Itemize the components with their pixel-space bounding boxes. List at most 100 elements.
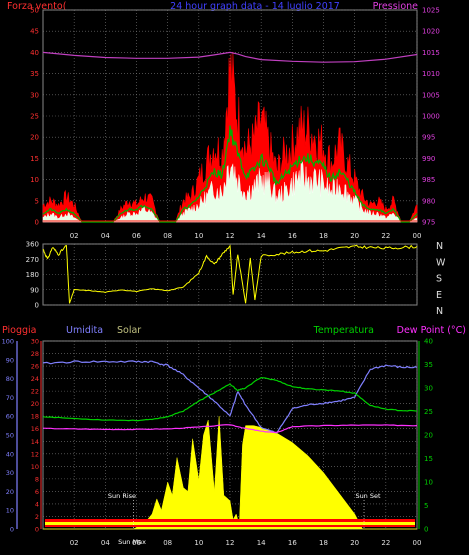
temp-x-tick: 04 [101, 539, 110, 547]
humidity-left-tick: 90 [6, 356, 14, 364]
pressure-right-tick: 1025 [422, 7, 440, 15]
dew-point-label: Dew Point (°C) [397, 325, 466, 336]
rain-band-inner [45, 522, 415, 525]
temp-right-tick: 35 [424, 361, 433, 369]
rain-mid-tick: 24 [31, 375, 39, 383]
wind-x-tick: 12 [226, 232, 235, 240]
humidity-left-tick: 10 [6, 507, 14, 515]
temp-x-tick: 22 [381, 539, 390, 547]
humidity-left-tick: 30 [6, 469, 14, 477]
wind-x-tick: 20 [350, 232, 359, 240]
wind-left-tick: 20 [30, 134, 39, 142]
humidity-left-tick: 20 [6, 488, 14, 496]
sun-max-label: Sun Max [118, 538, 146, 546]
temp-x-tick: 00 [413, 539, 422, 547]
direction-line [42, 244, 418, 304]
humidity-left-tick: 40 [6, 450, 14, 458]
wind-left-tick: 5 [35, 197, 39, 205]
pressure-right-tick: 990 [422, 155, 435, 163]
pressure-right-tick: 980 [422, 197, 435, 205]
wind-x-tick: 10 [194, 232, 203, 240]
dir-compass-label: E [436, 290, 442, 301]
temp-right-tick: 10 [424, 479, 433, 487]
dew-point-line [42, 424, 418, 433]
temp-x-tick: 18 [319, 539, 328, 547]
temperature-line [42, 376, 418, 422]
wind-left-tick: 35 [30, 70, 39, 78]
temp-x-tick: 02 [70, 539, 79, 547]
dir-compass-label: N [436, 241, 443, 252]
wind-left-tick: 45 [30, 28, 39, 36]
temp-right-tick: 25 [424, 408, 433, 416]
wind-x-tick: 00 [413, 232, 422, 240]
temp-right-tick: 40 [424, 338, 433, 346]
sun-rise-label: Sun Rise [108, 492, 136, 500]
right-axis-title: Pressione [373, 1, 418, 12]
chart-title: 24 hour graph data - 14 luglio 2017 [170, 1, 340, 12]
temp-right-tick: 5 [424, 502, 428, 510]
temp-x-tick: 10 [194, 539, 203, 547]
data-layer [42, 51, 418, 530]
humidity-left-tick: 80 [6, 375, 14, 383]
wind-left-tick: 30 [30, 91, 39, 99]
tick-layer: 0510152025303540455097598098599099510001… [2, 7, 446, 548]
temp-right-tick: 20 [424, 432, 433, 440]
rain-mid-tick: 12 [31, 450, 39, 458]
humidity-left-tick: 50 [6, 432, 14, 440]
humidity-left-tick: 100 [2, 338, 14, 346]
wind-x-tick: 18 [319, 232, 328, 240]
dir-left-tick: 180 [26, 271, 39, 279]
temp-x-tick: 08 [163, 539, 172, 547]
wind-x-tick: 02 [70, 232, 79, 240]
pioggia-label: Pioggia [2, 325, 37, 336]
wind-x-tick: 16 [288, 232, 297, 240]
dir-compass-label: W [436, 257, 446, 268]
wind-left-tick: 40 [30, 49, 39, 57]
rain-mid-tick: 0 [35, 526, 39, 534]
rain-mid-tick: 14 [31, 438, 39, 446]
pressure-right-tick: 995 [422, 134, 435, 142]
rain-mid-tick: 20 [31, 400, 39, 408]
rain-mid-tick: 6 [35, 488, 39, 496]
rain-mid-tick: 30 [31, 338, 39, 346]
rain-mid-tick: 26 [31, 363, 39, 371]
dir-compass-label: N [436, 306, 443, 317]
temp-right-tick: 15 [424, 455, 433, 463]
dir-left-tick: 270 [26, 256, 39, 264]
humidity-left-tick: 60 [6, 413, 14, 421]
rain-mid-tick: 10 [31, 463, 39, 471]
umidita-label: Umidita [66, 325, 103, 336]
wind-left-tick: 50 [30, 7, 39, 15]
temp-right-tick: 30 [424, 385, 433, 393]
pressure-right-tick: 1005 [422, 91, 440, 99]
temp-x-tick: 12 [226, 539, 235, 547]
humidity-left-tick: 0 [10, 526, 14, 534]
rain-mid-tick: 22 [31, 388, 39, 396]
humidity-left-tick: 70 [6, 394, 14, 402]
rain-mid-tick: 16 [31, 425, 39, 433]
wind-left-tick: 15 [30, 155, 39, 163]
rain-mid-tick: 8 [35, 475, 39, 483]
wind-left-tick: 25 [30, 113, 39, 121]
temperatura-label: Temperatura [313, 325, 374, 336]
rain-mid-tick: 18 [31, 413, 39, 421]
solar-area [43, 416, 417, 530]
sun-set-label: Sun Set [355, 492, 381, 500]
wind-x-tick: 14 [257, 232, 266, 240]
temp-x-tick: 06 [132, 539, 141, 547]
temp-right-tick: 0 [424, 526, 428, 534]
wind-left-tick: 0 [35, 219, 39, 227]
wind-x-tick: 08 [163, 232, 172, 240]
pressure-right-tick: 1020 [422, 28, 440, 36]
pressure-right-tick: 985 [422, 176, 435, 184]
pressure-right-tick: 1000 [422, 113, 440, 121]
pressure-line [42, 51, 418, 63]
dir-compass-label: S [436, 274, 442, 285]
temp-x-tick: 16 [288, 539, 297, 547]
temp-x-tick: 14 [257, 539, 266, 547]
wind-left-tick: 10 [30, 176, 39, 184]
rain-mid-tick: 4 [35, 500, 39, 508]
dir-left-tick: 90 [30, 286, 39, 294]
wind-x-tick: 04 [101, 232, 110, 240]
